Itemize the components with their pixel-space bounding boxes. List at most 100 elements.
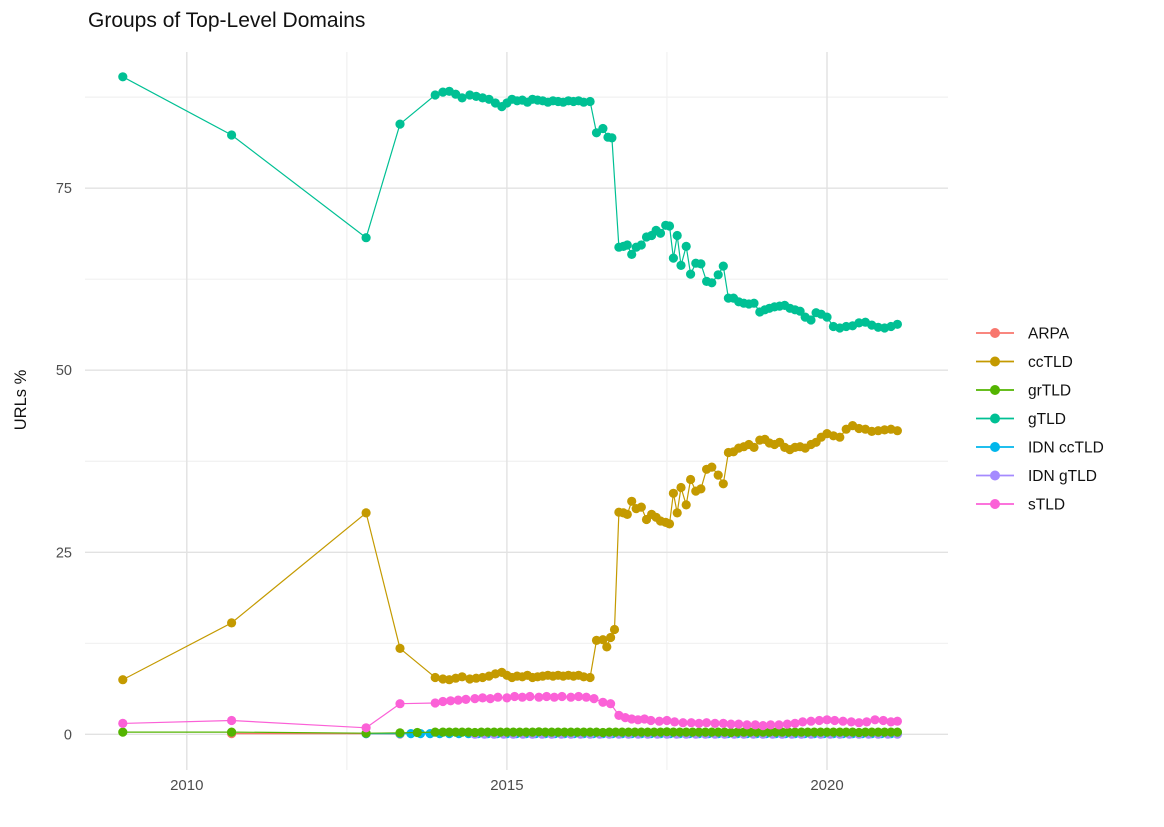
legend-label-gtld: gTLD bbox=[1028, 411, 1066, 428]
data-point-stld bbox=[542, 691, 552, 702]
legend-item-gtld: gTLD bbox=[976, 411, 1066, 428]
data-point-gtld bbox=[676, 260, 686, 270]
data-point-stld bbox=[806, 716, 816, 726]
data-point-cctld bbox=[681, 500, 691, 510]
data-point-grtld bbox=[675, 727, 685, 737]
data-point-stld bbox=[589, 694, 599, 704]
data-point-grtld bbox=[489, 727, 499, 737]
data-point-stld bbox=[478, 693, 488, 703]
data-point-cctld bbox=[713, 470, 723, 480]
data-point-grtld bbox=[777, 727, 787, 737]
data-point-gtld bbox=[636, 240, 646, 250]
data-point-stld bbox=[502, 693, 512, 703]
data-point-grtld bbox=[867, 727, 877, 737]
legend-label-arpa: ARPA bbox=[1028, 326, 1070, 343]
legend-item-idn-gtld: IDN gTLD bbox=[976, 468, 1097, 485]
data-point-cctld bbox=[668, 488, 679, 498]
data-point-gtld bbox=[707, 278, 717, 288]
data-point-gtld bbox=[892, 319, 903, 329]
data-point-grtld bbox=[547, 727, 557, 737]
data-point-grtld bbox=[822, 727, 832, 737]
data-point-grtld bbox=[483, 727, 493, 737]
series-layer bbox=[118, 72, 903, 739]
data-point-stld bbox=[485, 694, 495, 704]
data-point-stld bbox=[822, 715, 832, 725]
data-point-grtld bbox=[457, 727, 467, 737]
data-point-stld bbox=[718, 718, 728, 729]
x-tick-label: 2015 bbox=[490, 777, 523, 794]
data-point-grtld bbox=[880, 727, 890, 737]
data-point-cctld bbox=[664, 519, 675, 529]
data-point-stld bbox=[790, 718, 800, 729]
data-point-grtld bbox=[873, 727, 883, 737]
data-point-grtld bbox=[784, 727, 794, 737]
data-point-grtld bbox=[636, 727, 646, 737]
data-point-stld bbox=[892, 716, 903, 726]
data-point-stld bbox=[774, 720, 784, 730]
data-point-stld bbox=[742, 720, 752, 730]
data-point-grtld bbox=[713, 727, 723, 737]
data-point-gtld bbox=[696, 259, 706, 269]
data-point-cctld bbox=[892, 426, 903, 436]
data-point-grtld bbox=[643, 727, 653, 737]
legend-key-dot-stld bbox=[990, 499, 1000, 509]
x-tick-label: 2010 bbox=[170, 777, 203, 794]
data-point-grtld bbox=[694, 727, 704, 737]
data-point-grtld bbox=[649, 727, 659, 737]
data-point-gtld bbox=[457, 93, 467, 103]
data-point-grtld bbox=[566, 727, 576, 737]
data-point-gtld bbox=[686, 269, 696, 279]
data-point-gtld bbox=[655, 228, 666, 238]
data-point-stld bbox=[606, 699, 616, 709]
data-point-grtld bbox=[495, 727, 506, 737]
data-point-grtld bbox=[892, 727, 903, 737]
data-point-stld bbox=[686, 718, 696, 728]
data-point-stld bbox=[750, 720, 760, 730]
legend-label-grtld: grTLD bbox=[1028, 383, 1071, 400]
data-point-cctld bbox=[676, 482, 686, 493]
legend-item-cctld: ccTLD bbox=[976, 354, 1073, 371]
data-point-grtld bbox=[681, 727, 691, 737]
data-point-grtld bbox=[886, 727, 896, 737]
legend-key-dot-grtld bbox=[990, 385, 1000, 395]
data-point-grtld bbox=[412, 727, 422, 738]
data-point-grtld bbox=[604, 727, 614, 737]
data-point-stld bbox=[361, 723, 371, 733]
data-point-cctld bbox=[749, 442, 759, 452]
data-point-grtld bbox=[559, 727, 570, 737]
legend-item-idn-cctld: IDN ccTLD bbox=[976, 440, 1104, 457]
data-point-stld bbox=[870, 715, 880, 725]
data-point-stld bbox=[517, 692, 527, 702]
data-point-grtld bbox=[668, 727, 679, 737]
data-point-cctld bbox=[718, 479, 728, 489]
series-line-gtld bbox=[122, 76, 898, 329]
data-point-stld bbox=[446, 696, 456, 706]
data-point-grtld bbox=[745, 727, 755, 737]
data-point-stld bbox=[598, 697, 608, 707]
data-point-grtld bbox=[521, 727, 531, 737]
data-point-grtld bbox=[707, 727, 717, 737]
data-point-grtld bbox=[630, 727, 640, 737]
data-point-cctld bbox=[622, 509, 632, 519]
data-point-grtld bbox=[430, 727, 440, 737]
data-point-grtld bbox=[835, 727, 845, 737]
data-point-stld bbox=[566, 692, 576, 702]
data-point-grtld bbox=[700, 727, 711, 737]
data-point-cctld bbox=[609, 624, 620, 635]
data-point-cctld bbox=[672, 508, 682, 518]
data-point-grtld bbox=[617, 727, 627, 737]
data-point-stld bbox=[461, 694, 471, 705]
data-point-cctld bbox=[361, 508, 371, 518]
data-point-stld bbox=[862, 717, 872, 727]
data-point-grtld bbox=[803, 727, 813, 737]
data-point-grtld bbox=[752, 727, 762, 737]
data-point-grtld bbox=[476, 727, 486, 737]
data-point-stld bbox=[534, 692, 544, 702]
data-point-grtld bbox=[395, 728, 405, 738]
data-point-grtld bbox=[841, 727, 851, 737]
data-point-stld bbox=[646, 715, 656, 726]
data-point-stld bbox=[846, 717, 856, 727]
data-point-cctld bbox=[457, 672, 467, 682]
data-point-gtld bbox=[672, 230, 682, 241]
page-title: Groups of Top-Level Domains bbox=[88, 9, 365, 32]
